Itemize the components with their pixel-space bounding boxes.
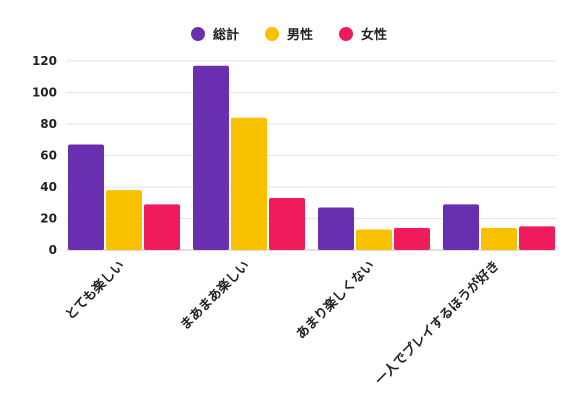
bar-total	[443, 204, 479, 250]
y-tick-label: 60	[40, 149, 57, 163]
bar-total	[318, 207, 354, 250]
bar-male	[356, 229, 392, 250]
legend-item-total: 総計	[190, 24, 239, 43]
x-category-label: あまり楽しくない	[293, 258, 378, 343]
y-tick-label: 20	[40, 212, 57, 226]
y-tick-label: 120	[32, 54, 57, 68]
y-tick-label: 80	[40, 117, 57, 131]
bar-female	[144, 204, 180, 250]
y-tick-label: 40	[40, 180, 57, 194]
x-category-label: まあまあ楽しい	[177, 258, 253, 334]
y-tick-label: 0	[49, 243, 57, 257]
bar-male	[106, 190, 142, 250]
bar-total	[68, 144, 104, 250]
legend-label-male: 男性	[286, 28, 313, 43]
legend-item-male: 男性	[264, 24, 313, 43]
bar-female	[519, 226, 555, 250]
chart-legend: 総計 男性 女性	[0, 24, 578, 43]
legend-swatch-total	[190, 26, 205, 41]
legend-label-female: 女性	[361, 28, 388, 43]
bar-total	[193, 65, 229, 250]
legend-item-female: 女性	[339, 24, 387, 43]
legend-label-total: 総計	[212, 28, 239, 43]
legend-swatch-female	[339, 26, 353, 41]
x-category-label: とても楽しい	[62, 258, 128, 324]
y-tick-label: 100	[32, 86, 57, 100]
bar-male	[231, 117, 267, 250]
bar-female	[394, 227, 430, 250]
x-category-label: 一人でプレイするほうが好き	[372, 258, 503, 389]
bar-male	[481, 227, 517, 250]
bar-female	[269, 198, 305, 250]
legend-swatch-male	[264, 26, 279, 41]
